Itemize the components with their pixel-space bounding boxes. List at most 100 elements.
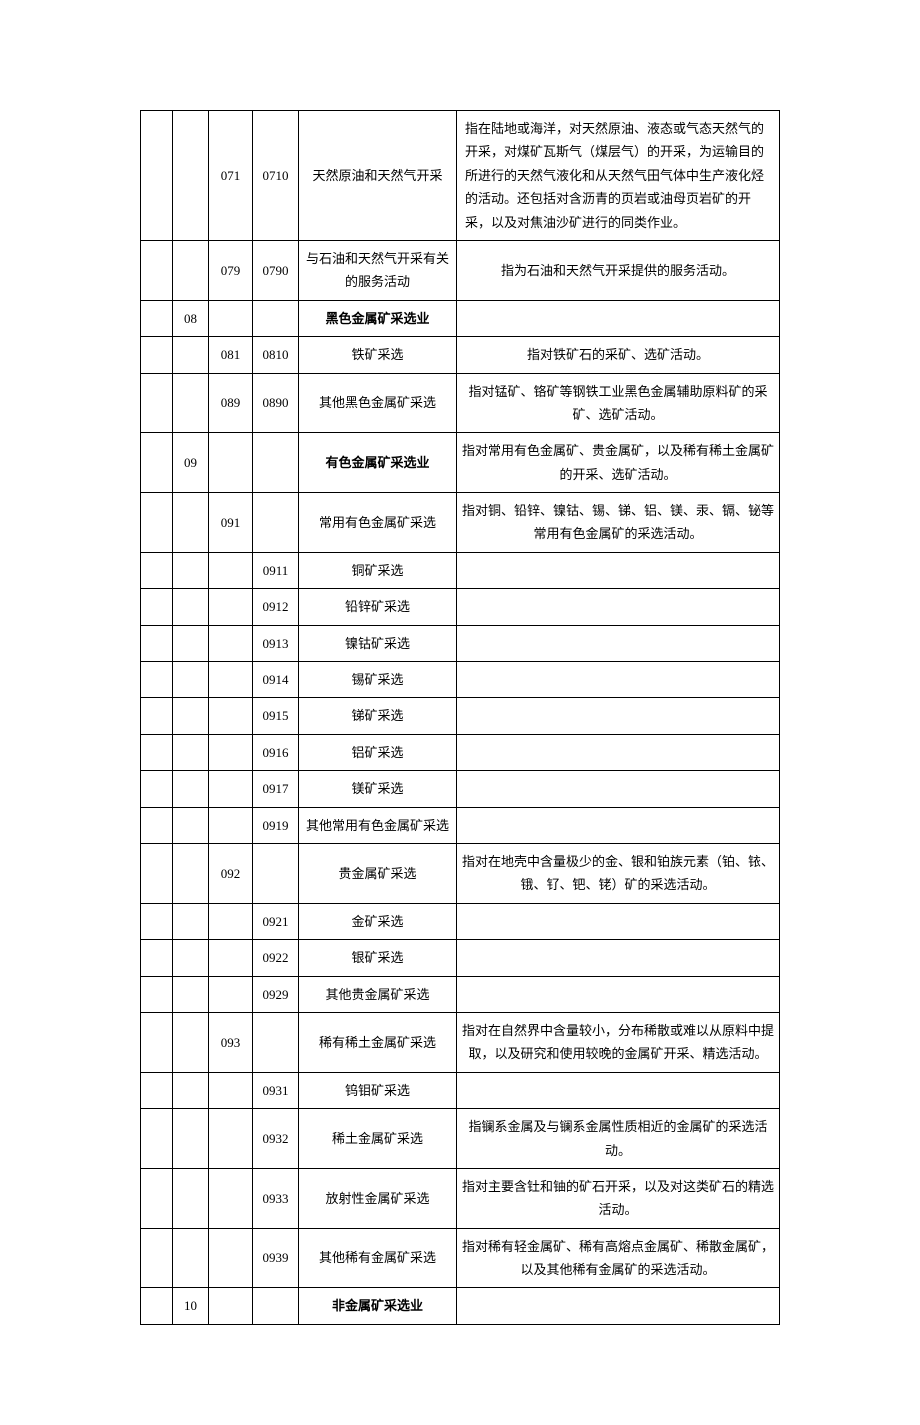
- table-row: 0922银矿采选: [141, 940, 780, 976]
- description: [457, 940, 780, 976]
- table-row: 0932稀土金属矿采选指镧系金属及与镧系金属性质相近的金属矿的采选活动。: [141, 1109, 780, 1169]
- category-name: 铅锌矿采选: [299, 589, 457, 625]
- col4: [253, 1012, 299, 1072]
- col3: 093: [209, 1012, 253, 1072]
- col4: 0914: [253, 662, 299, 698]
- table-row: 0790790与石油和天然气开采有关的服务活动指为石油和天然气开采提供的服务活动…: [141, 240, 780, 300]
- description: [457, 625, 780, 661]
- category-name: 其他黑色金属矿采选: [299, 373, 457, 433]
- col3: [209, 662, 253, 698]
- document-page: 0710710天然原油和天然气开采指在陆地或海洋，对天然原油、液态或气态天然气的…: [0, 0, 920, 1425]
- col3: [209, 1288, 253, 1324]
- col4: 0919: [253, 807, 299, 843]
- col1: [141, 111, 173, 241]
- table-row: 0915锑矿采选: [141, 698, 780, 734]
- col4: 0913: [253, 625, 299, 661]
- description: [457, 903, 780, 939]
- col2: [173, 589, 209, 625]
- col4: 0933: [253, 1168, 299, 1228]
- description: [457, 1288, 780, 1324]
- table-row: 10非金属矿采选业: [141, 1288, 780, 1324]
- table-row: 092贵金属矿采选指对在地壳中含量极少的金、银和铂族元素（铂、铱、锇、钌、钯、铑…: [141, 843, 780, 903]
- description: [457, 734, 780, 770]
- table-row: 08黑色金属矿采选业: [141, 300, 780, 336]
- col2: [173, 493, 209, 553]
- col4: 0922: [253, 940, 299, 976]
- description: [457, 807, 780, 843]
- description: [457, 771, 780, 807]
- table-row: 0810810铁矿采选指对铁矿石的采矿、选矿活动。: [141, 337, 780, 373]
- col4: 0917: [253, 771, 299, 807]
- category-name: 铁矿采选: [299, 337, 457, 373]
- col3: 081: [209, 337, 253, 373]
- col1: [141, 373, 173, 433]
- col1: [141, 940, 173, 976]
- col4: 0916: [253, 734, 299, 770]
- col3: [209, 807, 253, 843]
- col1: [141, 1072, 173, 1108]
- description: 指对铜、铅锌、镍钴、锡、锑、铝、镁、汞、镉、铋等常用有色金属矿的采选活动。: [457, 493, 780, 553]
- col4: 0810: [253, 337, 299, 373]
- table-row: 09有色金属矿采选业指对常用有色金属矿、贵金属矿，以及稀有稀土金属矿的开采、选矿…: [141, 433, 780, 493]
- col3: [209, 300, 253, 336]
- col2: [173, 940, 209, 976]
- col4: 0929: [253, 976, 299, 1012]
- col2: [173, 807, 209, 843]
- category-name: 稀土金属矿采选: [299, 1109, 457, 1169]
- col2: [173, 240, 209, 300]
- col2: [173, 1168, 209, 1228]
- description: [457, 698, 780, 734]
- category-name: 钨钼矿采选: [299, 1072, 457, 1108]
- category-name: 与石油和天然气开采有关的服务活动: [299, 240, 457, 300]
- description: [457, 589, 780, 625]
- col1: [141, 734, 173, 770]
- description: [457, 552, 780, 588]
- col2: [173, 771, 209, 807]
- classification-table: 0710710天然原油和天然气开采指在陆地或海洋，对天然原油、液态或气态天然气的…: [140, 110, 780, 1325]
- col3: [209, 1168, 253, 1228]
- col2: [173, 734, 209, 770]
- description: [457, 300, 780, 336]
- col1: [141, 337, 173, 373]
- description: 指为石油和天然气开采提供的服务活动。: [457, 240, 780, 300]
- col1: [141, 843, 173, 903]
- col3: [209, 734, 253, 770]
- table-row: 0919其他常用有色金属矿采选: [141, 807, 780, 843]
- col3: 091: [209, 493, 253, 553]
- col1: [141, 662, 173, 698]
- col1: [141, 1228, 173, 1288]
- col2: [173, 1109, 209, 1169]
- col3: 079: [209, 240, 253, 300]
- col2: [173, 625, 209, 661]
- description: 指镧系金属及与镧系金属性质相近的金属矿的采选活动。: [457, 1109, 780, 1169]
- col4: [253, 843, 299, 903]
- description: 指对在地壳中含量极少的金、银和铂族元素（铂、铱、锇、钌、钯、铑）矿的采选活动。: [457, 843, 780, 903]
- table-row: 0931钨钼矿采选: [141, 1072, 780, 1108]
- col3: [209, 940, 253, 976]
- description: 指对常用有色金属矿、贵金属矿，以及稀有稀土金属矿的开采、选矿活动。: [457, 433, 780, 493]
- table-row: 0912铅锌矿采选: [141, 589, 780, 625]
- col3: [209, 1228, 253, 1288]
- col4: 0915: [253, 698, 299, 734]
- category-name: 非金属矿采选业: [299, 1288, 457, 1324]
- col2: [173, 1072, 209, 1108]
- category-name: 其他常用有色金属矿采选: [299, 807, 457, 843]
- description: 指对在自然界中含量较小，分布稀散或难以从原料中提取，以及研究和使用较晚的金属矿开…: [457, 1012, 780, 1072]
- category-name: 黑色金属矿采选业: [299, 300, 457, 336]
- col1: [141, 1109, 173, 1169]
- table-body: 0710710天然原油和天然气开采指在陆地或海洋，对天然原油、液态或气态天然气的…: [141, 111, 780, 1325]
- category-name: 天然原油和天然气开采: [299, 111, 457, 241]
- table-row: 0917镁矿采选: [141, 771, 780, 807]
- col4: 0939: [253, 1228, 299, 1288]
- col3: [209, 1072, 253, 1108]
- category-name: 稀有稀土金属矿采选: [299, 1012, 457, 1072]
- table-row: 0890890其他黑色金属矿采选指对锰矿、铬矿等钢铁工业黑色金属辅助原料矿的采矿…: [141, 373, 780, 433]
- col2: [173, 698, 209, 734]
- col4: 0890: [253, 373, 299, 433]
- table-row: 0916铝矿采选: [141, 734, 780, 770]
- col1: [141, 807, 173, 843]
- col2: [173, 337, 209, 373]
- category-name: 锑矿采选: [299, 698, 457, 734]
- description: 指对铁矿石的采矿、选矿活动。: [457, 337, 780, 373]
- category-name: 铝矿采选: [299, 734, 457, 770]
